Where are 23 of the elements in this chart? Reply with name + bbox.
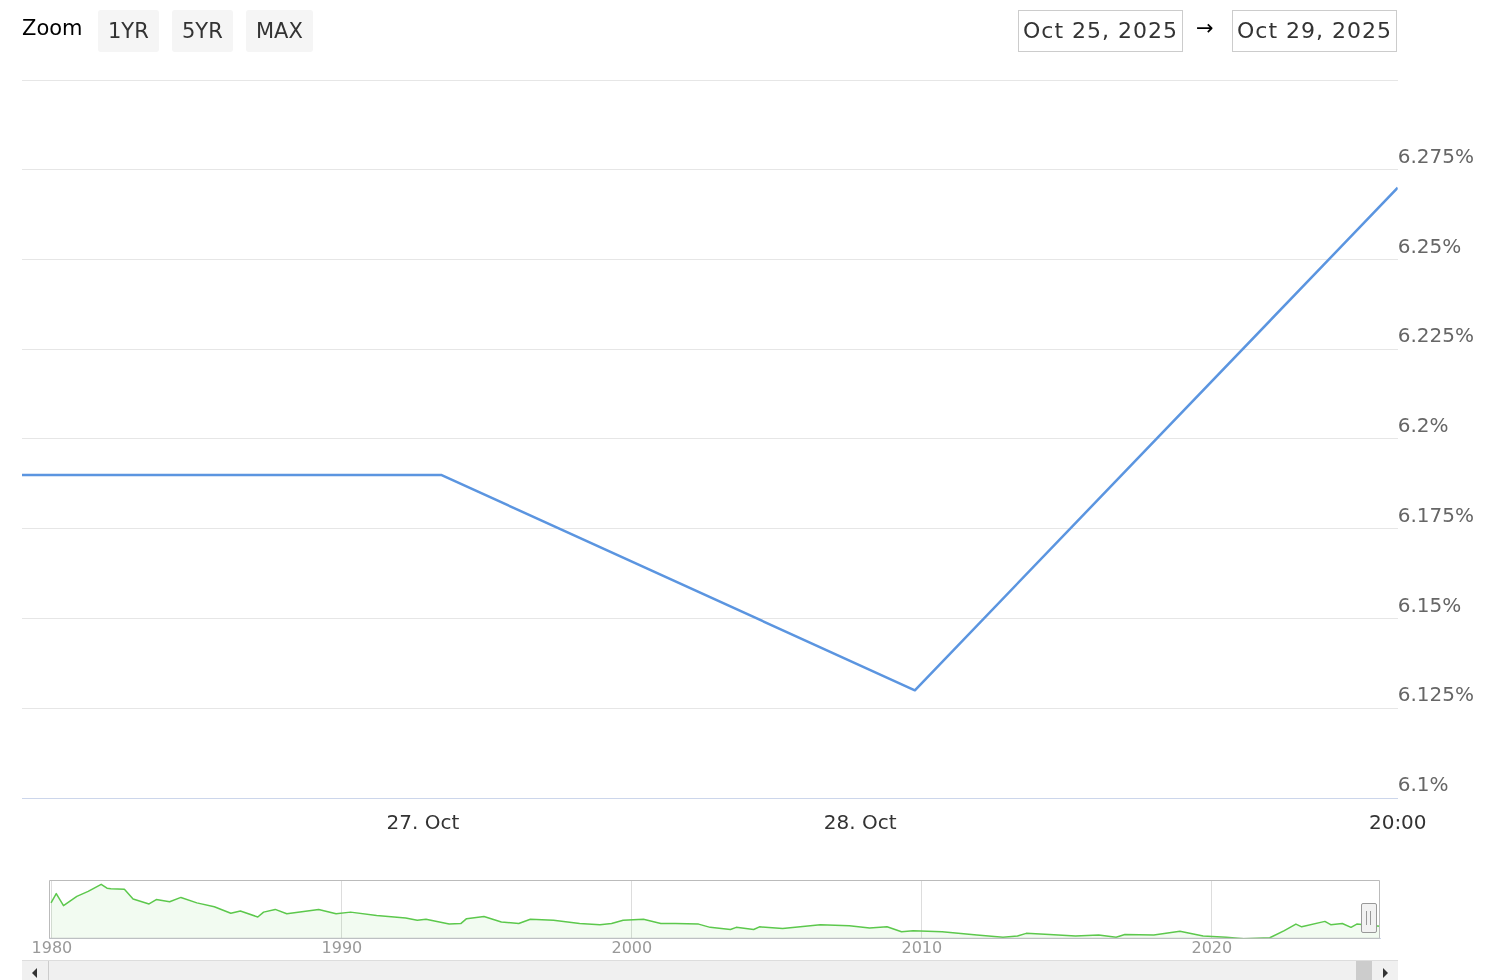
y-tick-label: 6.225%	[1397, 323, 1475, 348]
y-tick-label: 6.275%	[1397, 143, 1475, 168]
text: MAX	[246, 10, 313, 52]
x-tick-label: 2000	[611, 937, 653, 957]
text: 5YR	[172, 10, 233, 52]
x-tick-label: 20:00	[1368, 810, 1427, 835]
x-tick-label: 28. Oct	[823, 810, 897, 835]
y-tick-label: 6.2%	[1397, 413, 1449, 438]
text: →	[1196, 16, 1214, 40]
text: Zoom	[22, 16, 83, 40]
text: Oct 29, 2025	[1232, 10, 1397, 52]
x-tick-label: 1980	[31, 937, 73, 957]
x-tick-label: 1990	[321, 937, 363, 957]
y-tick-label: 6.125%	[1397, 682, 1475, 707]
text: Oct 25, 2025	[1018, 10, 1183, 52]
y-tick-label: 6.175%	[1397, 502, 1475, 527]
x-tick-label: 27. Oct	[386, 810, 460, 835]
x-tick-label: 2020	[1191, 937, 1233, 957]
x-tick-label: 2010	[901, 937, 943, 957]
y-tick-label: 6.1%	[1397, 772, 1449, 797]
y-tick-label: 6.25%	[1397, 233, 1462, 258]
text: 1YR	[98, 10, 159, 52]
y-tick-label: 6.15%	[1397, 592, 1462, 617]
